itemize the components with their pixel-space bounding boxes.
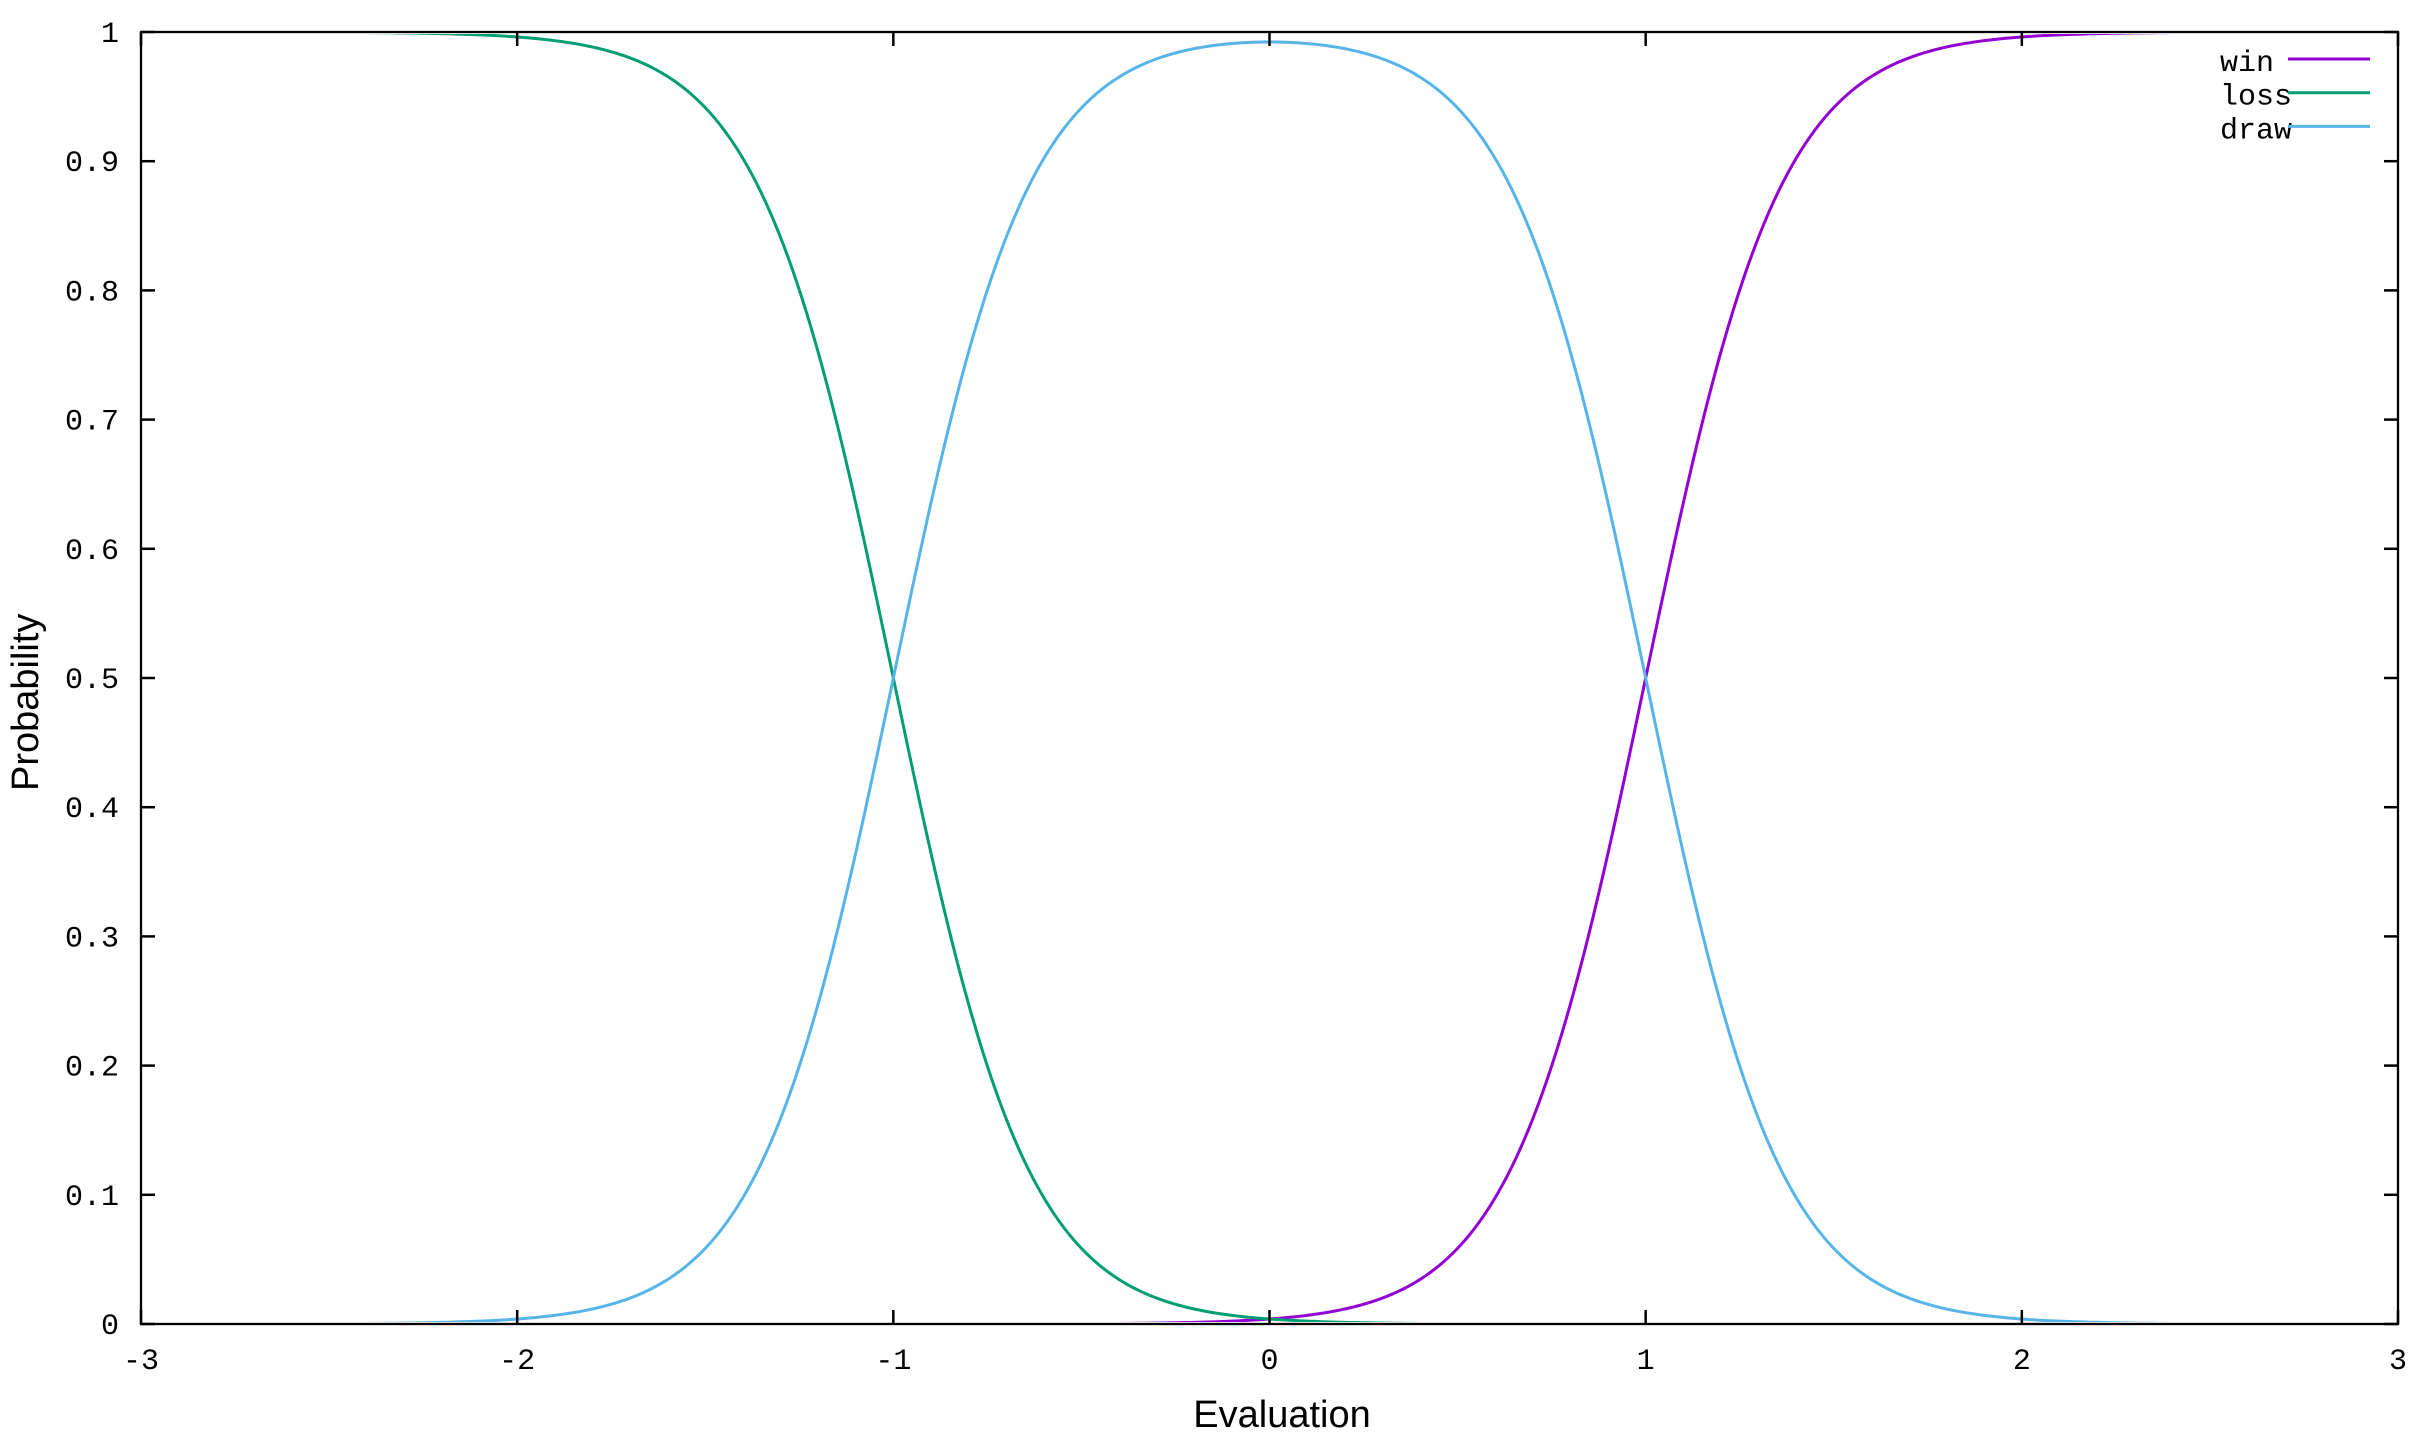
svg-text:3: 3 xyxy=(2389,1345,2407,1379)
svg-text:0.2: 0.2 xyxy=(65,1052,119,1086)
svg-text:0.3: 0.3 xyxy=(65,922,119,956)
svg-text:0.5: 0.5 xyxy=(65,664,119,698)
svg-text:1: 1 xyxy=(1637,1345,1655,1379)
svg-text:-3: -3 xyxy=(123,1345,159,1379)
svg-text:0: 0 xyxy=(101,1310,119,1344)
svg-text:0.7: 0.7 xyxy=(65,406,119,440)
svg-text:0.9: 0.9 xyxy=(65,147,119,181)
svg-text:0: 0 xyxy=(1260,1345,1278,1379)
svg-text:2: 2 xyxy=(2013,1345,2031,1379)
svg-text:0.6: 0.6 xyxy=(65,535,119,569)
svg-text:0.8: 0.8 xyxy=(65,276,119,310)
svg-text:loss: loss xyxy=(2220,81,2292,115)
svg-text:0.4: 0.4 xyxy=(65,793,119,827)
svg-text:-2: -2 xyxy=(499,1345,535,1379)
svg-text:-1: -1 xyxy=(875,1345,911,1379)
svg-text:draw: draw xyxy=(2220,114,2292,148)
svg-text:0.1: 0.1 xyxy=(65,1181,119,1215)
svg-text:1: 1 xyxy=(101,18,119,52)
svg-text:win: win xyxy=(2220,47,2274,81)
